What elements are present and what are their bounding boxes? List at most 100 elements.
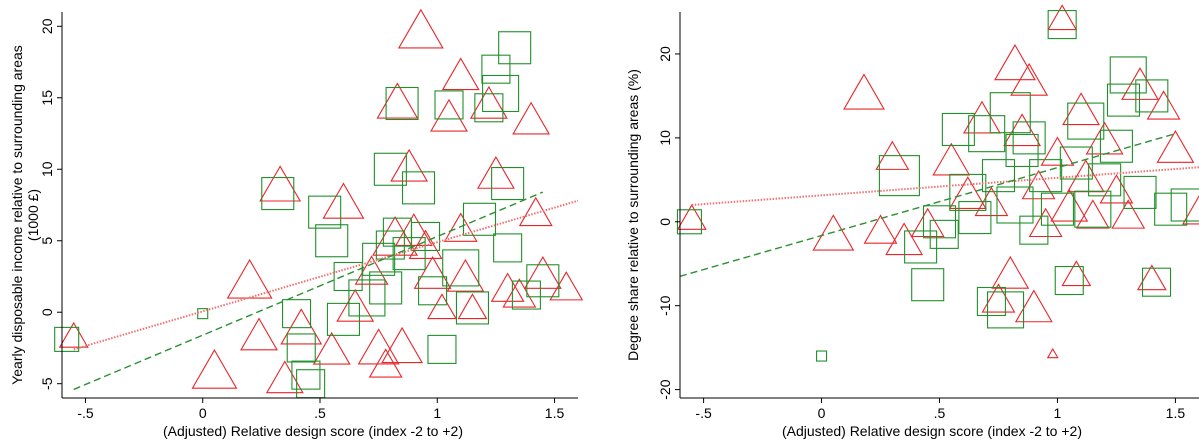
right-x-tick-label: .5 [934, 405, 946, 421]
left-triangle-point [427, 293, 457, 320]
right-triangle-point [991, 255, 1030, 289]
left-x-tick-label: 1 [433, 405, 441, 421]
right-chart-axes: -.5 0 .5 1 1.5 -20 -10 0 10 20 [657, 12, 1199, 421]
left-square-point [481, 54, 511, 84]
left-square-point [281, 299, 312, 329]
left-square-point [493, 233, 523, 263]
left-square-point [401, 171, 436, 205]
right-square-point [904, 230, 938, 264]
left-x-tick-label: .5 [314, 405, 326, 421]
right-square-point [1029, 159, 1063, 193]
left-triangle-point [446, 258, 485, 292]
left-y-tick-label: 15 [39, 90, 55, 106]
right-square-point [987, 291, 1025, 329]
left-square-point [526, 264, 560, 298]
left-triangle-point [376, 82, 419, 119]
left-x-tick-label: 1.5 [545, 405, 565, 421]
right-fit-line-dotted [691, 166, 1199, 206]
right-square-point [1074, 190, 1112, 228]
right-triangle-point [994, 43, 1036, 81]
right-triangle-point [1014, 289, 1053, 323]
right-square-point [922, 205, 957, 239]
left-triangle-point [336, 288, 375, 322]
left-triangle-point [259, 165, 302, 202]
left-triangle-point [430, 98, 468, 132]
right-triangle-point [1099, 174, 1134, 204]
left-fit-line-dotted [73, 199, 579, 351]
left-square-point [373, 152, 407, 186]
left-x-tick-label: -.5 [77, 405, 94, 421]
right-y-tick-label: 0 [657, 218, 673, 226]
right-square-point [1005, 133, 1039, 168]
right-square-point [1135, 79, 1169, 113]
right-square-point [1067, 102, 1105, 140]
left-square-point [54, 326, 80, 352]
left-square-point [291, 360, 321, 390]
left-triangle-point [490, 272, 525, 302]
right-chart-fit-lines [679, 133, 1199, 277]
left-square-point [375, 230, 405, 260]
left-triangle-point [226, 258, 273, 299]
left-triangle-point [390, 148, 429, 182]
right-square-point [1123, 175, 1157, 209]
left-square-point [392, 237, 426, 271]
left-triangle-point [58, 321, 89, 348]
right-chart-ylabel: Degree share relative to surrounding are… [625, 69, 641, 361]
left-square-point [315, 224, 349, 258]
left-square-point [286, 333, 316, 363]
right-square-point [815, 350, 828, 362]
left-triangle-point [280, 308, 323, 345]
left-y-tick-label: 0 [39, 308, 55, 316]
right-square-point [676, 209, 702, 235]
left-triangle-point [265, 360, 304, 394]
right-triangle-point [1040, 136, 1075, 166]
left-square-point [482, 74, 520, 113]
left-y-tick-label: 5 [39, 237, 55, 245]
left-triangle-point [441, 57, 480, 91]
right-square-point [968, 115, 1006, 153]
left-chart-ylabel-line2: (1000 £) [25, 189, 41, 241]
right-square-point [941, 112, 975, 147]
left-triangle-point [518, 196, 553, 227]
right-y-tick-label: -10 [657, 295, 673, 315]
left-square-point [442, 249, 480, 287]
left-chart-ylabel-line1: Yearly disposable income relative to sur… [9, 45, 25, 385]
left-square-point [308, 195, 342, 229]
left-scatter-chart: -.5 0 .5 1 1.5 -5 0 5 10 15 20 (Adjusted) Relative… [9, 8, 584, 439]
right-triangle-point [1047, 4, 1078, 31]
right-square-point [1170, 188, 1199, 222]
left-y-tick-label: -5 [39, 377, 55, 390]
right-triangle-point [1010, 62, 1049, 96]
left-triangle-point [457, 293, 488, 320]
right-square-point [1047, 10, 1077, 40]
left-square-point [455, 291, 490, 325]
left-triangle-point [381, 326, 424, 364]
left-square-point [333, 261, 363, 292]
right-square-point [1054, 265, 1084, 296]
right-square-point [1106, 83, 1141, 117]
left-triangle-point [191, 348, 238, 389]
left-square-point [434, 90, 464, 120]
right-square-point [1059, 146, 1093, 180]
left-triangle-point [368, 348, 403, 378]
left-triangle-point [523, 256, 562, 289]
right-triangle-point [863, 214, 898, 244]
left-chart-xlabel: (Adjusted) Relative design score (index … [163, 423, 463, 439]
left-square-point [427, 334, 457, 364]
right-triangle-point [1028, 207, 1063, 238]
left-square-point [418, 276, 448, 306]
right-square-point [996, 186, 1034, 224]
left-triangle-point [357, 328, 400, 365]
right-y-tick-label: 20 [657, 46, 673, 62]
right-square-point [1019, 215, 1049, 245]
right-square-point [958, 201, 992, 235]
right-triangle-point [1050, 188, 1089, 222]
right-fit-line-dashed [679, 133, 1176, 277]
left-square-point [326, 302, 361, 336]
right-triangle-point [1003, 113, 1042, 147]
right-square-point [981, 159, 1016, 193]
right-chart-xlabel: (Adjusted) Relative design score (index … [782, 423, 1082, 439]
right-square-point [976, 286, 1006, 317]
left-square-point [491, 167, 525, 201]
left-triangle-point [322, 182, 365, 219]
